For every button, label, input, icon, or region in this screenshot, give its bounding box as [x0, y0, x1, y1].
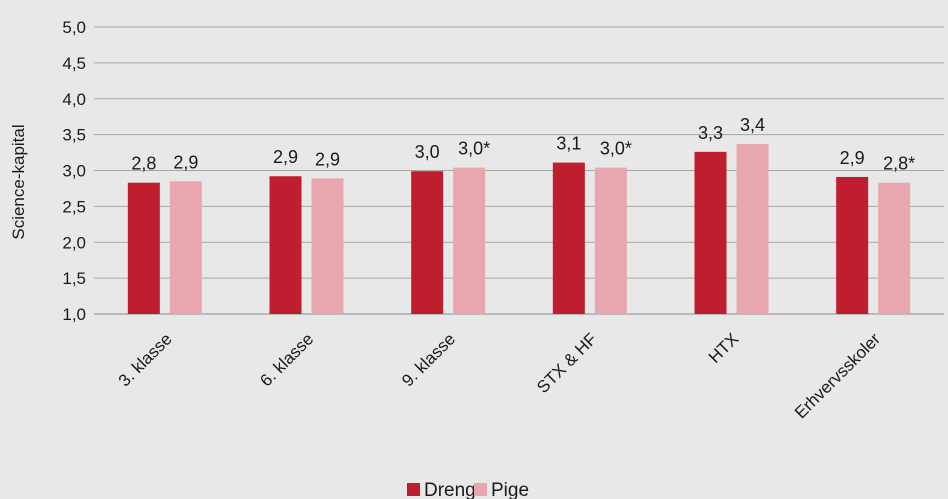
- y-tick-label: 5,0: [62, 18, 86, 37]
- y-axis-ticks: 1,0 1,5 2,0 2,5 3,0 3,5 4,0 4,5 5,0: [62, 18, 86, 324]
- y-tick-label: 4,5: [62, 54, 86, 73]
- y-axis-label: Science-kapital: [9, 124, 28, 239]
- bar-pige: [594, 167, 627, 314]
- bar-pige: [311, 178, 344, 314]
- bar-pige: [453, 167, 486, 314]
- data-label: 2,9: [273, 147, 298, 167]
- data-label: 2,9: [840, 148, 865, 168]
- data-labels: 2,8 2,9 2,9 2,9 3,0 3,0* 3,1 3,0* 3,3 3,4 2,9 2,8*: [131, 115, 915, 174]
- data-label: 3,0*: [600, 139, 632, 159]
- bar-dreng: [694, 151, 727, 314]
- data-label: 3,3: [698, 123, 723, 143]
- y-tick-label: 3,5: [62, 126, 86, 145]
- y-tick-label: 2,5: [62, 197, 86, 216]
- bar-dreng: [127, 182, 160, 314]
- y-tick-label: 4,0: [62, 90, 86, 109]
- bar-dreng: [269, 176, 302, 314]
- legend-swatch-dreng: [407, 483, 420, 496]
- data-label: 3,0*: [458, 139, 490, 159]
- category-label: 9. klasse: [398, 329, 459, 390]
- bar-dreng: [836, 176, 869, 314]
- legend-swatch-pige: [474, 483, 487, 496]
- y-tick-label: 1,0: [62, 305, 86, 324]
- data-label: 2,8*: [883, 154, 915, 174]
- data-label: 3,1: [556, 134, 581, 154]
- y-tick-label: 3,0: [62, 162, 86, 181]
- legend: Dreng Pige: [407, 480, 529, 499]
- y-tick-label: 2,0: [62, 233, 86, 252]
- category-label: Erhvervsskoler: [791, 329, 884, 422]
- category-label: STX & HF: [533, 329, 601, 397]
- bar-pige: [169, 181, 202, 314]
- bar-pige: [736, 143, 769, 314]
- data-label: 3,4: [740, 115, 765, 135]
- category-label: 3. klasse: [115, 329, 176, 390]
- gridlines: [94, 26, 944, 315]
- bar-dreng: [552, 162, 585, 314]
- y-tick-label: 1,5: [62, 269, 86, 288]
- category-label: 6. klasse: [256, 329, 317, 390]
- data-label: 2,9: [173, 152, 198, 172]
- bar-dreng: [411, 171, 444, 314]
- data-label: 2,8: [131, 154, 156, 174]
- legend-label: Dreng: [424, 480, 476, 499]
- category-label: HTX: [705, 329, 742, 366]
- data-label: 3,0: [415, 142, 440, 162]
- x-axis-categories: 3. klasse 6. klasse 9. klasse STX & HF HTX Er…: [115, 329, 884, 422]
- bar-pige: [878, 182, 911, 314]
- data-label: 2,9: [315, 149, 340, 169]
- legend-label: Pige: [491, 480, 529, 499]
- bars: [127, 143, 911, 314]
